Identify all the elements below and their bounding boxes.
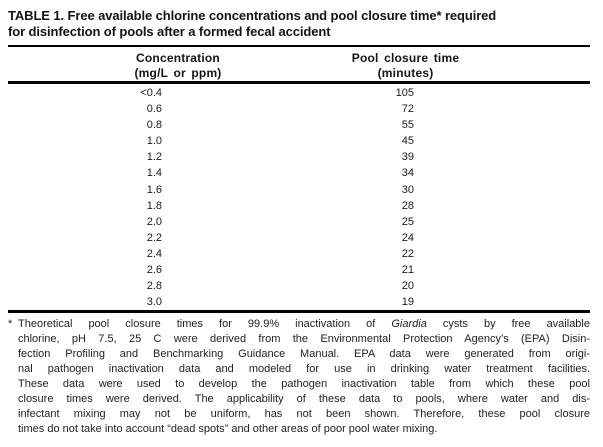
- closure-time-value: 25: [401, 215, 414, 228]
- table-row: 2.2 24: [8, 230, 590, 246]
- footnote: * Theoretical pool closure times for 99.…: [8, 317, 590, 437]
- footnote-line: chlorine, pH 7.5, 25 C were derived from…: [18, 333, 590, 346]
- closure-time-value: 55: [401, 119, 414, 132]
- table-figure: TABLE 1. Free available chlorine concent…: [8, 8, 590, 437]
- footnote-line: closure times were derived. The applicab…: [18, 393, 590, 406]
- footnote-line: times do not take into account “dead spo…: [18, 423, 438, 436]
- closure-time-value: 72: [401, 103, 414, 116]
- closure-time-value: 28: [401, 199, 414, 212]
- concentration-value: 0.8: [146, 119, 162, 132]
- footer-rule: [8, 310, 590, 314]
- table-title-line2: for disinfection of pools after a formed…: [8, 24, 331, 39]
- concentration-value: 1.0: [146, 135, 162, 148]
- closure-time-value: 22: [401, 247, 414, 260]
- concentration-value: 3.0: [146, 296, 162, 309]
- closure-time-value: 105: [395, 87, 414, 99]
- footnote-line: nal pathogen inactivation data and model…: [18, 363, 590, 376]
- title-rule: [8, 45, 590, 47]
- closure-time-value: 21: [401, 264, 414, 277]
- closure-time-value: 30: [401, 183, 414, 196]
- concentration-value: 0.6: [146, 103, 162, 116]
- concentration-value: 1.6: [146, 183, 162, 196]
- footnote-line: These data were used to develop the path…: [18, 378, 590, 391]
- concentration-value: 1.4: [146, 167, 162, 180]
- closure-time-header-label: Pool closure time: [351, 51, 460, 65]
- column-headers: Concentration (mg/L or ppm) Pool closure…: [8, 51, 590, 81]
- table-row: 0.6 72: [8, 101, 590, 117]
- closure-time-value: 34: [401, 167, 414, 180]
- table-row: 2.6 21: [8, 262, 590, 278]
- concentration-value: 2.2: [146, 231, 162, 244]
- table-row: 2.0 25: [8, 214, 590, 230]
- concentration-header-label: Concentration: [136, 51, 220, 65]
- concentration-value: 2.8: [146, 280, 162, 293]
- table-title-line1: TABLE 1. Free available chlorine concent…: [8, 8, 497, 23]
- concentration-value: 1.2: [146, 151, 162, 164]
- table-row: 0.8 55: [8, 117, 590, 133]
- footnote-line: fection Profiling and Benchmarking Guida…: [18, 348, 590, 361]
- table-row: 1.0 45: [8, 133, 590, 149]
- table-row: 2.8 20: [8, 278, 590, 294]
- header-rule: [8, 81, 590, 84]
- concentration-value: <0.4: [140, 87, 162, 99]
- concentration-value: 2.4: [146, 247, 162, 260]
- footnote-line: infectant mixing may not be uniform, has…: [18, 408, 590, 421]
- closure-time-column-header: Pool closure time (minutes): [303, 51, 508, 81]
- footnote-marker: *: [8, 318, 13, 331]
- closure-time-value: 39: [401, 151, 414, 164]
- concentration-header-unit: (mg/L or ppm): [134, 66, 222, 80]
- table-row: 3.0 19: [8, 294, 590, 310]
- table-row: 1.8 28: [8, 198, 590, 214]
- closure-time-value: 45: [401, 135, 414, 148]
- concentration-column-header: Concentration (mg/L or ppm): [78, 51, 278, 81]
- table-row: 1.6 30: [8, 182, 590, 198]
- table-row: 2.4 22: [8, 246, 590, 262]
- concentration-value: 2.0: [146, 215, 162, 228]
- table-row: 1.4 34: [8, 165, 590, 181]
- closure-time-value: 24: [401, 231, 414, 244]
- closure-time-header-unit: (minutes): [377, 66, 434, 80]
- table-row: 1.2 39: [8, 149, 590, 165]
- footnote-text: Theoretical pool closure times for 99.9%…: [18, 318, 392, 331]
- table-row: <0.4 105: [8, 85, 590, 101]
- table-body: <0.4 105 0.6 72 0.8 55 1.0 45 1.2 39 1.4 34 1.…: [8, 84, 590, 310]
- concentration-value: 2.6: [146, 264, 162, 277]
- footnote-text: cysts by free available: [426, 318, 590, 331]
- closure-time-value: 19: [401, 296, 414, 309]
- giardia-italic-text: Giardia: [391, 318, 427, 331]
- footnote-line: Theoretical pool closure times for 99.9%…: [18, 317, 590, 332]
- table-title: TABLE 1. Free available chlorine concent…: [8, 8, 590, 40]
- closure-time-value: 20: [401, 280, 414, 293]
- concentration-value: 1.8: [146, 199, 162, 212]
